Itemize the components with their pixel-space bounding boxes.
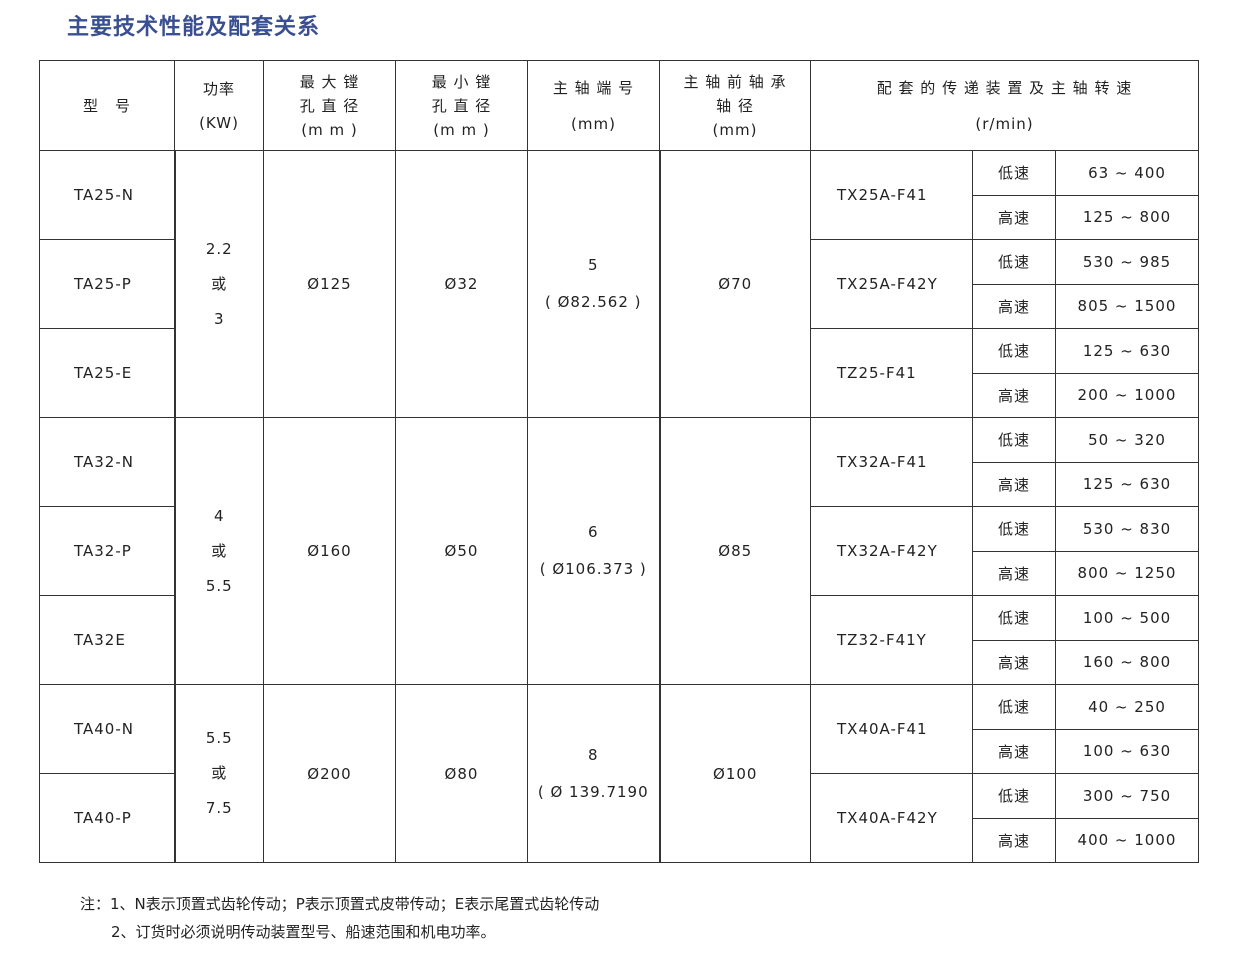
header-power: 功率 (KW) — [174, 60, 264, 151]
speed-label-low: 低速 — [972, 417, 1056, 463]
speed-label-low: 低速 — [972, 506, 1056, 552]
table-row: TA32-N 4 或 5.5 Ø160 Ø50 6( Ø106.373 ) Ø85 TX32A-… — [39, 417, 1199, 685]
speed-label-high: 高速 — [972, 194, 1056, 240]
model-cell: TA40-P — [39, 773, 176, 863]
speed-label-low: 低速 — [972, 773, 1056, 819]
table-row: 高速 800 ~ 1250 — [40, 550, 1199, 596]
model-cell: TA40-N — [39, 684, 176, 774]
speed-range-low: 100 ~ 500 — [1055, 595, 1199, 641]
speed-range-low: 63 ~ 400 — [1055, 150, 1199, 196]
power-cell: 2.2 或 3 — [174, 150, 264, 418]
note-1: 注：1、N表示顶置式齿轮传动；P表示顶置式皮带传动；E表示尾置式齿轮传动 — [80, 895, 600, 913]
table-row: TA32E TZ32-F41Y 低速 100 ~ 500 — [39, 595, 1199, 685]
speed-range-high: 400 ~ 1000 — [1055, 817, 1199, 863]
speed-label-high: 高速 — [972, 461, 1056, 507]
table-row: TA40-P TX40A-F42Y 低速 300 ~ 750 — [39, 773, 1199, 863]
bearing-cell: Ø70 — [659, 150, 811, 418]
speed-label-high: 高速 — [972, 728, 1056, 774]
model-cell: TA32-N — [39, 417, 176, 507]
speed-range-high: 160 ~ 800 — [1055, 639, 1199, 685]
table-row: TA25-N 2.2 或 3 Ø125 Ø32 5( Ø82.562 ) Ø70 TX25A-F… — [39, 150, 1199, 418]
spindle-end-cell: 8( Ø 139.7190 — [527, 684, 661, 863]
spindle-end-cell: 5( Ø82.562 ) — [527, 150, 661, 418]
table-row: 高速 200 ~ 1000 — [40, 372, 1199, 418]
table-row: 高速 125 ~ 800 — [40, 194, 1199, 240]
speed-label-high: 高速 — [972, 283, 1056, 329]
speed-range-low: 530 ~ 985 — [1055, 239, 1199, 285]
header-model: 型 号 — [39, 60, 175, 151]
drive-cell: TX40A-F41 — [810, 684, 973, 774]
speed-range-low: 125 ~ 630 — [1055, 328, 1199, 374]
min-bore-cell: Ø80 — [395, 684, 528, 863]
notes: 注：1、N表示顶置式齿轮传动；P表示顶置式皮带传动；E表示尾置式齿轮传动 2、订… — [80, 890, 599, 946]
speed-range-low: 50 ~ 320 — [1055, 417, 1199, 463]
drive-cell: TX32A-F42Y — [810, 506, 973, 596]
speed-range-high: 125 ~ 800 — [1055, 194, 1199, 240]
model-cell: TA25-N — [39, 150, 176, 240]
speed-label-high: 高速 — [972, 639, 1056, 685]
table-row: 高速 100 ~ 630 — [40, 728, 1199, 774]
speed-label-high: 高速 — [972, 817, 1056, 863]
speed-label-high: 高速 — [972, 372, 1056, 418]
table-row: TA25-E TZ25-F41 低速 125 ~ 630 — [39, 328, 1199, 418]
drive-cell: TX32A-F41 — [810, 417, 973, 507]
header-drive: 配 套 的 传 递 装 置 及 主 轴 转 速 (r/min) — [810, 60, 1199, 151]
table-row: TA32-P TX32A-F42Y 低速 530 ~ 830 — [39, 506, 1199, 596]
table-row: 高速 125 ~ 630 — [40, 461, 1199, 507]
drive-cell: TZ25-F41 — [810, 328, 973, 418]
header-max-bore: 最 大 镗孔 直 径 (m m ) — [263, 60, 396, 151]
table-row: 高速 400 ~ 1000 — [40, 817, 1199, 863]
speed-label-low: 低速 — [972, 595, 1056, 641]
header-row: 型 号 功率 (KW) 最 大 镗孔 直 径 (m m ) 最 小 镗孔 直 径 (m… — [39, 60, 1199, 151]
speed-label-high: 高速 — [972, 550, 1056, 596]
header-spindle-end: 主 轴 端 号 (mm) — [527, 60, 660, 151]
speed-range-high: 805 ~ 1500 — [1055, 283, 1199, 329]
speed-label-low: 低速 — [972, 150, 1056, 196]
min-bore-cell: Ø32 — [395, 150, 528, 418]
max-bore-cell: Ø200 — [263, 684, 396, 863]
speed-label-low: 低速 — [972, 239, 1056, 285]
table-row: TA25-P TX25A-F42Y 低速 530 ~ 985 — [39, 239, 1199, 329]
speed-range-high: 200 ~ 1000 — [1055, 372, 1199, 418]
header-min-bore: 最 小 镗孔 直 径 (m m ) — [395, 60, 528, 151]
spindle-end-cell: 6( Ø106.373 ) — [527, 417, 661, 685]
speed-range-high: 100 ~ 630 — [1055, 728, 1199, 774]
model-cell: TA25-E — [39, 328, 176, 418]
bearing-cell: Ø100 — [659, 684, 811, 863]
spec-table: 型 号 功率 (KW) 最 大 镗孔 直 径 (m m ) 最 小 镗孔 直 径 (m… — [39, 60, 1199, 863]
speed-range-low: 530 ~ 830 — [1055, 506, 1199, 552]
speed-label-low: 低速 — [972, 684, 1056, 730]
drive-cell: TX25A-F42Y — [810, 239, 973, 329]
speed-range-high: 800 ~ 1250 — [1055, 550, 1199, 596]
model-cell: TA32E — [39, 595, 176, 685]
speed-range-high: 125 ~ 630 — [1055, 461, 1199, 507]
power-cell: 4 或 5.5 — [174, 417, 264, 685]
drive-cell: TX25A-F41 — [810, 150, 973, 240]
table-row: 高速 160 ~ 800 — [40, 639, 1199, 685]
speed-range-low: 40 ~ 250 — [1055, 684, 1199, 730]
bearing-cell: Ø85 — [659, 417, 811, 685]
speed-label-low: 低速 — [972, 328, 1056, 374]
min-bore-cell: Ø50 — [395, 417, 528, 685]
max-bore-cell: Ø125 — [263, 150, 396, 418]
note-2: 2、订货时必须说明传动装置型号、船速范围和机电功率。 — [111, 923, 496, 941]
header-bearing: 主 轴 前 轴 承轴 径 (mm) — [659, 60, 811, 151]
drive-cell: TZ32-F41Y — [810, 595, 973, 685]
power-cell: 5.5 或 7.5 — [174, 684, 264, 863]
drive-cell: TX40A-F42Y — [810, 773, 973, 863]
speed-range-low: 300 ~ 750 — [1055, 773, 1199, 819]
max-bore-cell: Ø160 — [263, 417, 396, 685]
table-row: 高速 805 ~ 1500 — [40, 283, 1199, 329]
model-cell: TA25-P — [39, 239, 176, 329]
model-cell: TA32-P — [39, 506, 176, 596]
page-title: 主要技术性能及配套关系 — [67, 15, 321, 40]
table-row: TA40-N 5.5 或 7.5 Ø200 Ø80 8( Ø 139.7190 Ø100 TX4… — [39, 684, 1199, 863]
